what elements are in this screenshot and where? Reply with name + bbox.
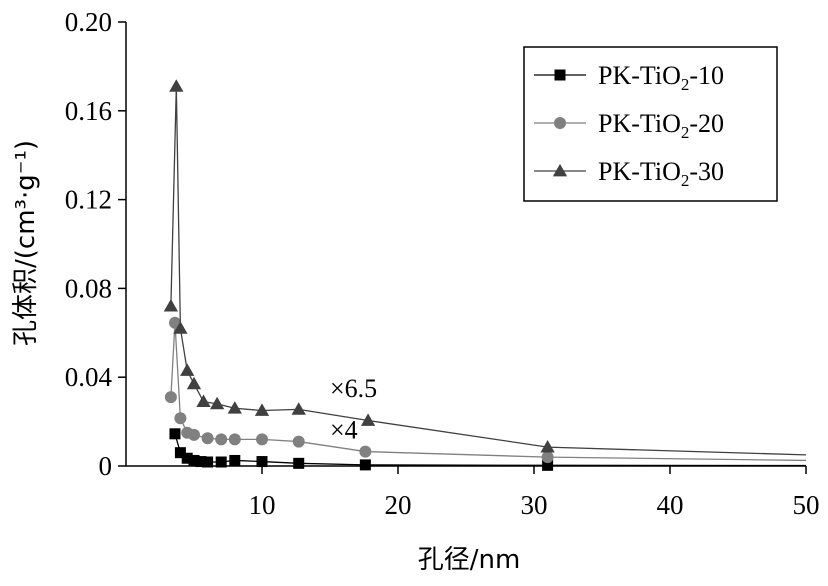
y-tick-label: 0.16 [65, 96, 112, 126]
data-point-triangle [169, 79, 184, 92]
data-point-triangle [180, 363, 195, 376]
legend-entry-3: PK-TiO2-30 [534, 157, 724, 190]
data-point-circle [359, 445, 372, 458]
data-point-square [256, 456, 268, 468]
data-point-triangle [227, 401, 242, 414]
data-point-square [181, 452, 193, 464]
x-tick-label: 20 [385, 490, 412, 520]
legend: PK-TiO2-10 PK-TiO2-20 PK-TiO2-30 [523, 46, 778, 202]
legend-label: PK-TiO2-20 [598, 109, 724, 142]
y-tick-label: 0.20 [65, 7, 112, 37]
data-point-triangle [186, 376, 202, 390]
x-tick-label: 10 [249, 490, 276, 520]
data-point-circle [228, 433, 241, 446]
data-point-square [359, 459, 371, 471]
data-point-triangle [291, 402, 306, 415]
data-point-square [169, 428, 181, 440]
series-3 [163, 79, 807, 456]
series-2 [164, 316, 807, 464]
data-point-square [293, 457, 305, 469]
data-point-square [195, 456, 207, 468]
x-tick-label: 40 [657, 490, 684, 520]
data-point-circle [554, 117, 566, 129]
data-point-circle [201, 432, 214, 445]
data-point-triangle [254, 403, 270, 416]
x-tick-label: 30 [521, 490, 548, 520]
data-point-circle [164, 391, 177, 404]
data-point-circle [215, 433, 228, 446]
data-point-square [188, 454, 200, 466]
series-1 [169, 428, 807, 471]
data-point-square [202, 456, 214, 468]
legend-label: PK-TiO2-10 [598, 61, 724, 94]
data-point-circle [292, 435, 305, 448]
data-point-triangle [163, 299, 179, 312]
plot-area: 0 0.04 0.08 0.12 0.16 0.20 10 20 30 40 50 ×6.5 ×4 [65, 7, 820, 520]
y-tick-label: 0.04 [65, 362, 113, 392]
data-point-circle [541, 451, 554, 464]
legend-entry-2: PK-TiO2-20 [534, 109, 724, 142]
data-point-square [542, 459, 554, 471]
data-point-triangle [552, 163, 568, 177]
data-point-square [229, 454, 241, 466]
data-point-triangle [209, 396, 225, 410]
data-point-circle [174, 412, 187, 425]
data-point-circle [188, 428, 200, 441]
y-axis-title: 孔体积/(cm³·g⁻¹) [11, 140, 41, 346]
y-tick-label: 0.08 [65, 273, 112, 303]
data-point-triangle [173, 321, 188, 334]
multiplier-annotation: ×6.5 [330, 374, 377, 403]
y-tick-label: 0 [99, 451, 113, 481]
data-point-triangle [360, 413, 376, 426]
data-point-square [215, 456, 227, 468]
legend-entry-1: PK-TiO2-10 [534, 61, 724, 94]
data-point-circle [256, 433, 268, 446]
multiplier-annotation: ×4 [330, 415, 358, 444]
x-axis-title: 孔径/nm [418, 545, 521, 575]
data-point-triangle [540, 439, 555, 453]
x-tick-label: 50 [793, 490, 820, 520]
y-tick-label: 0.12 [65, 185, 112, 215]
data-point-square [554, 69, 566, 81]
data-point-square [174, 447, 186, 459]
data-point-triangle [196, 394, 211, 407]
legend-label: PK-TiO2-30 [598, 157, 724, 190]
